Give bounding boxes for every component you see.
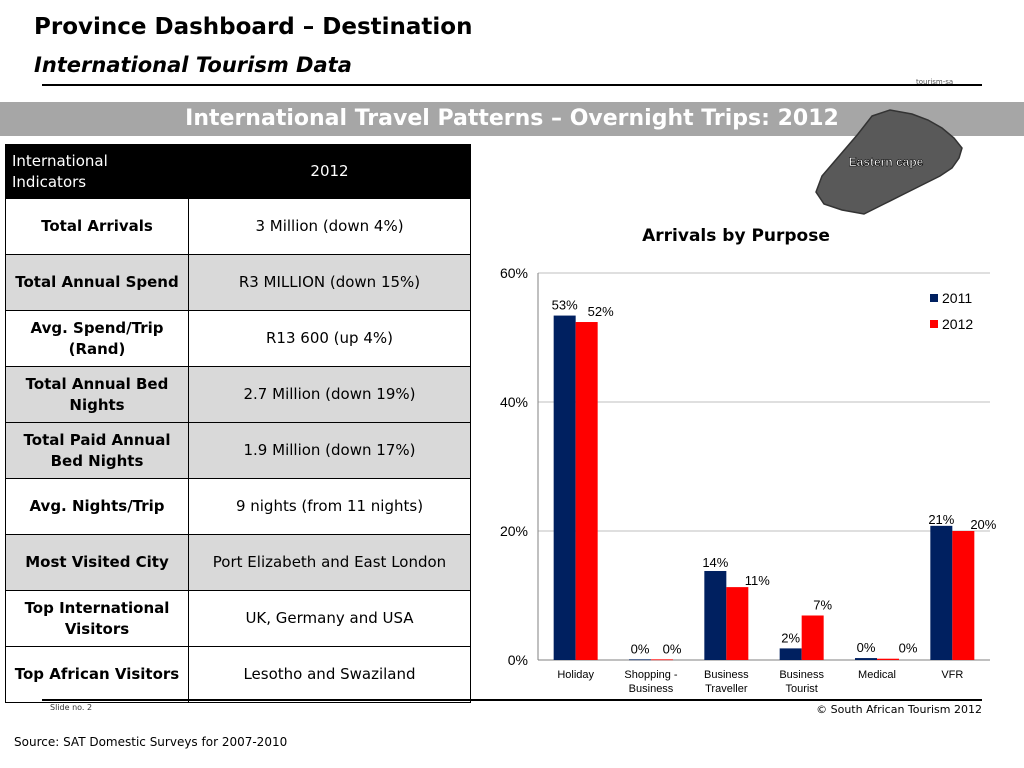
indicator-value: R3 MILLION (down 15%) xyxy=(188,254,471,311)
page-title: Province Dashboard – Destination xyxy=(34,14,473,40)
header-rule xyxy=(42,84,982,86)
indicator-label: Total Annual Bed Nights xyxy=(5,366,189,423)
province-map: Eastern cape xyxy=(815,109,963,215)
data-label: 21% xyxy=(928,512,954,527)
data-label: 2% xyxy=(781,630,800,645)
indicator-value: R13 600 (up 4%) xyxy=(188,310,471,367)
y-tick-label: 20% xyxy=(500,523,528,539)
x-tick-label: Traveller xyxy=(705,683,748,695)
copyright-text: © South African Tourism 2012 xyxy=(816,703,982,716)
province-shape xyxy=(815,109,963,215)
data-label: 52% xyxy=(588,304,614,319)
table-row: Top African Visitors Lesotho and Swazila… xyxy=(5,646,471,703)
table-row: Total Arrivals 3 Million (down 4%) xyxy=(5,198,471,255)
x-tick-label: Shopping - xyxy=(624,669,678,681)
bar-2011-holiday xyxy=(553,315,576,660)
legend-swatch-2011 xyxy=(930,294,938,302)
bar-2012-holiday xyxy=(575,322,598,660)
province-label: Eastern cape xyxy=(849,155,924,169)
indicator-value: 2.7 Million (down 19%) xyxy=(188,366,471,423)
x-tick-label: Medical xyxy=(858,669,896,681)
legend-label: 2012 xyxy=(942,316,973,332)
table-row: Total Paid Annual Bed Nights 1.9 Million… xyxy=(5,422,471,479)
source-note: Source: SAT Domestic Surveys for 2007-20… xyxy=(14,735,288,749)
data-label: 0% xyxy=(857,640,876,655)
indicator-label: Top African Visitors xyxy=(5,646,189,703)
indicator-value: 9 nights (from 11 nights) xyxy=(188,478,471,535)
bar-2012-shopping-business xyxy=(651,659,673,661)
indicator-label: Avg. Nights/Trip xyxy=(5,478,189,535)
data-label: 11% xyxy=(745,573,770,588)
section-banner: International Travel Patterns – Overnigh… xyxy=(0,102,1024,136)
header-year: 2012 xyxy=(188,144,471,199)
data-label: 0% xyxy=(663,641,682,656)
y-tick-label: 40% xyxy=(500,394,528,410)
bar-2011-shopping-business xyxy=(629,659,651,661)
data-label: 14% xyxy=(702,555,728,570)
bar-2011-business-traveller xyxy=(704,570,727,660)
table-row: Total Annual Spend R3 MILLION (down 15%) xyxy=(5,254,471,311)
table-row: Top International Visitors UK, Germany a… xyxy=(5,590,471,647)
x-tick-label: Tourist xyxy=(785,683,817,695)
table-header-row: International Indicators 2012 xyxy=(5,144,471,199)
x-tick-label: Business xyxy=(704,669,749,681)
bar-2011-business-tourist xyxy=(779,648,802,660)
y-tick-label: 60% xyxy=(500,265,528,281)
header-indicators: International Indicators xyxy=(5,144,189,199)
data-label: 20% xyxy=(970,517,996,532)
indicators-table: International Indicators 2012 Total Arri… xyxy=(5,144,471,703)
x-tick-label: VFR xyxy=(941,669,963,681)
x-tick-label: Business xyxy=(629,683,674,695)
data-label: 53% xyxy=(552,298,578,313)
page-subtitle: International Tourism Data xyxy=(34,53,352,77)
chart-title: Arrivals by Purpose xyxy=(642,226,830,246)
arrivals-bar-chart: 0% 20% 40% 60% 53% 52% Holiday 0% 0% Shopping - Bu… xyxy=(500,265,997,695)
indicator-value: Lesotho and Swaziland xyxy=(188,646,471,703)
indicator-label: Total Paid Annual Bed Nights xyxy=(5,422,189,479)
x-tick-label: Business xyxy=(779,669,824,681)
bar-2012-medical xyxy=(877,658,899,660)
indicator-label: Top International Visitors xyxy=(5,590,189,647)
indicator-label: Most Visited City xyxy=(5,534,189,591)
indicator-value: Port Elizabeth and East London xyxy=(188,534,471,591)
data-label: 7% xyxy=(813,597,832,612)
bar-2011-medical xyxy=(855,658,877,660)
table-row: Avg. Spend/Trip (Rand) R13 600 (up 4%) xyxy=(5,310,471,367)
table-row: Total Annual Bed Nights 2.7 Million (dow… xyxy=(5,366,471,423)
table-row: Avg. Nights/Trip 9 nights (from 11 night… xyxy=(5,478,471,535)
bar-2012-business-traveller xyxy=(726,587,749,660)
y-tick-label: 0% xyxy=(508,652,528,668)
indicator-label: Avg. Spend/Trip (Rand) xyxy=(5,310,189,367)
bar-2011-vfr xyxy=(930,525,953,660)
data-label: 0% xyxy=(631,641,650,656)
indicator-label: Total Annual Spend xyxy=(5,254,189,311)
bar-2012-business-tourist xyxy=(801,615,824,660)
legend-label: 2011 xyxy=(942,290,972,306)
data-label: 0% xyxy=(899,641,918,656)
legend-swatch-2012 xyxy=(930,320,938,328)
indicator-label: Total Arrivals xyxy=(5,198,189,255)
bar-2012-vfr xyxy=(952,531,975,660)
x-tick-label: Holiday xyxy=(557,669,594,681)
indicator-value: 1.9 Million (down 17%) xyxy=(188,422,471,479)
table-row: Most Visited City Port Elizabeth and Eas… xyxy=(5,534,471,591)
indicator-value: 3 Million (down 4%) xyxy=(188,198,471,255)
brand-caption: tourism-sa xyxy=(916,78,954,86)
footer-rule xyxy=(42,699,982,701)
slide-number: Slide no. 2 xyxy=(50,703,93,712)
banner-title: International Travel Patterns – Overnigh… xyxy=(185,106,839,131)
indicator-value: UK, Germany and USA xyxy=(188,590,471,647)
